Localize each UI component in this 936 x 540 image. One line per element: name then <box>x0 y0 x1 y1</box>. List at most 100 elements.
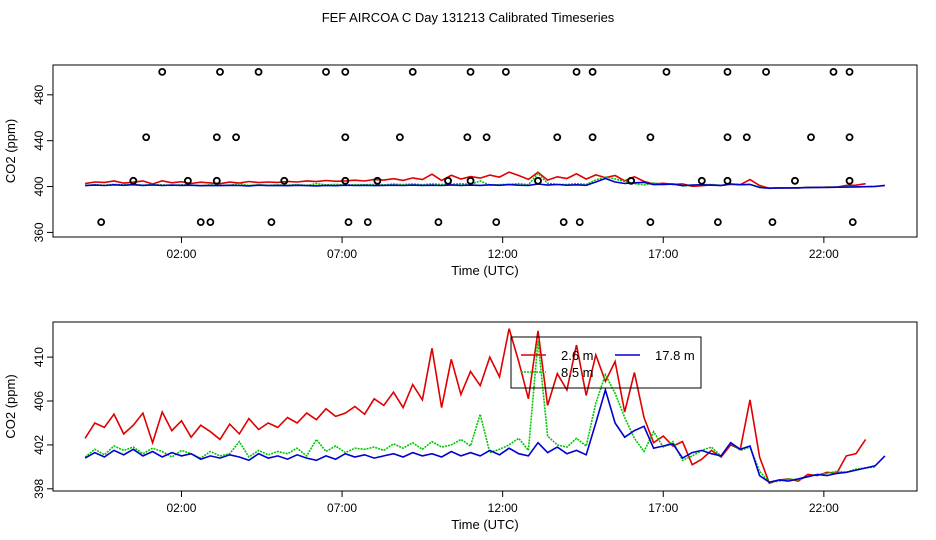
calibration-point <box>768 218 777 226</box>
bottom-x-axis: 02:00 07:00 12:00 17:00 22:00 <box>166 491 839 515</box>
y-tick-label: 398 <box>32 478 46 498</box>
calibration-point <box>791 176 799 185</box>
calibration-point <box>322 67 330 76</box>
calibration-point <box>196 218 205 226</box>
bottom-panel: 398 402 406 410 02:00 07:00 12:00 17:00 22:00 T… <box>3 321 918 532</box>
calibration-point <box>762 67 770 76</box>
calibration-point <box>363 218 372 226</box>
series-line-2-6-m <box>84 328 867 485</box>
top-y-axis-label: CO2 (ppm) <box>3 119 18 183</box>
legend-label: 17.8 m <box>655 348 695 363</box>
calibration-point <box>697 176 706 185</box>
calibration-point <box>807 133 815 142</box>
bottom-y-axis-label: CO2 (ppm) <box>3 374 18 438</box>
calibration-point <box>723 67 732 76</box>
calibration-point <box>588 67 597 76</box>
calibration-point <box>588 133 597 142</box>
top-panel: 360 400 440 480 02:00 07:00 12:00 17:00 22:00 T… <box>3 64 918 278</box>
bottom-x-axis-label: Time (UTC) <box>451 517 518 532</box>
x-tick-label: 02:00 <box>166 247 196 261</box>
calibration-point <box>280 176 289 185</box>
figure-title: FEF AIRCOA C Day 131213 Calibrated Times… <box>322 10 615 25</box>
calibration-point <box>408 67 417 76</box>
calibration-point <box>158 67 167 76</box>
calibration-point <box>559 218 568 226</box>
legend-label: 2.6 m <box>561 348 594 363</box>
calibration-point <box>501 67 510 76</box>
top-series-group <box>84 171 885 190</box>
calibration-point <box>97 218 106 226</box>
legend-box <box>510 336 702 389</box>
top-calibration-points <box>97 67 857 226</box>
calibration-point <box>553 133 562 142</box>
x-tick-label: 07:00 <box>327 247 357 261</box>
calibration-point <box>373 176 382 185</box>
y-tick-label: 360 <box>32 222 46 242</box>
top-plot-frame <box>52 64 918 238</box>
y-tick-label: 400 <box>32 176 46 196</box>
calibration-point <box>492 218 501 226</box>
calibration-point <box>206 218 215 226</box>
calibration-point <box>646 218 655 226</box>
calibration-point <box>129 176 138 185</box>
calibration-point <box>344 218 353 226</box>
bottom-plot-frame <box>52 321 918 492</box>
calibration-point <box>723 176 732 185</box>
calibration-point <box>142 133 151 142</box>
legend-label: 8.5 m <box>561 365 594 380</box>
calibration-point <box>575 218 584 226</box>
calibration-point <box>183 176 192 185</box>
x-tick-label: 02:00 <box>166 501 196 515</box>
y-tick-label: 440 <box>32 130 46 150</box>
calibration-point <box>572 67 581 76</box>
calibration-point <box>341 67 350 76</box>
calibration-point <box>463 133 472 142</box>
calibration-point <box>444 176 452 185</box>
series-line-8-5-m <box>84 340 876 484</box>
x-tick-label: 12:00 <box>488 501 518 515</box>
calibration-point <box>646 133 655 142</box>
series-line-17-8-m <box>85 177 885 190</box>
calibration-point <box>216 67 224 76</box>
x-tick-label: 07:00 <box>327 501 357 515</box>
calibration-point <box>845 67 854 76</box>
x-tick-label: 22:00 <box>809 501 839 515</box>
calibration-point <box>662 67 671 76</box>
x-tick-label: 12:00 <box>488 247 518 261</box>
calibration-point <box>845 176 854 185</box>
calibration-point <box>341 176 350 185</box>
calibration-point <box>341 133 350 142</box>
y-tick-label: 406 <box>32 391 46 411</box>
calibration-point <box>845 133 854 142</box>
top-x-axis-label: Time (UTC) <box>451 263 518 278</box>
legend: 2.6 m 8.5 m 17.8 m <box>510 336 702 389</box>
calibration-point <box>254 67 263 76</box>
calibration-point <box>534 176 542 185</box>
calibration-point <box>829 67 838 76</box>
y-tick-label: 480 <box>32 84 46 104</box>
calibration-point <box>212 133 221 142</box>
x-tick-label: 22:00 <box>809 247 839 261</box>
calibration-point <box>395 133 404 142</box>
calibration-point <box>742 133 751 142</box>
calibration-point <box>723 133 732 142</box>
x-tick-label: 17:00 <box>648 247 678 261</box>
calibration-point <box>466 176 475 185</box>
calibration-point <box>713 218 722 226</box>
x-tick-label: 17:00 <box>648 501 678 515</box>
series-line-17-8-m <box>84 387 886 484</box>
calibration-point <box>627 176 636 185</box>
bottom-y-axis: 398 402 406 410 <box>32 347 53 499</box>
calibration-point <box>267 218 276 226</box>
calibration-point <box>482 133 491 142</box>
y-tick-label: 402 <box>32 435 46 455</box>
calibration-point <box>466 67 475 76</box>
bottom-series-group <box>84 328 886 485</box>
calibration-point <box>848 218 857 226</box>
top-x-axis: 02:00 07:00 12:00 17:00 22:00 <box>166 237 839 261</box>
calibration-point <box>212 176 221 185</box>
calibration-point <box>232 133 240 142</box>
calibration-point <box>434 218 443 226</box>
